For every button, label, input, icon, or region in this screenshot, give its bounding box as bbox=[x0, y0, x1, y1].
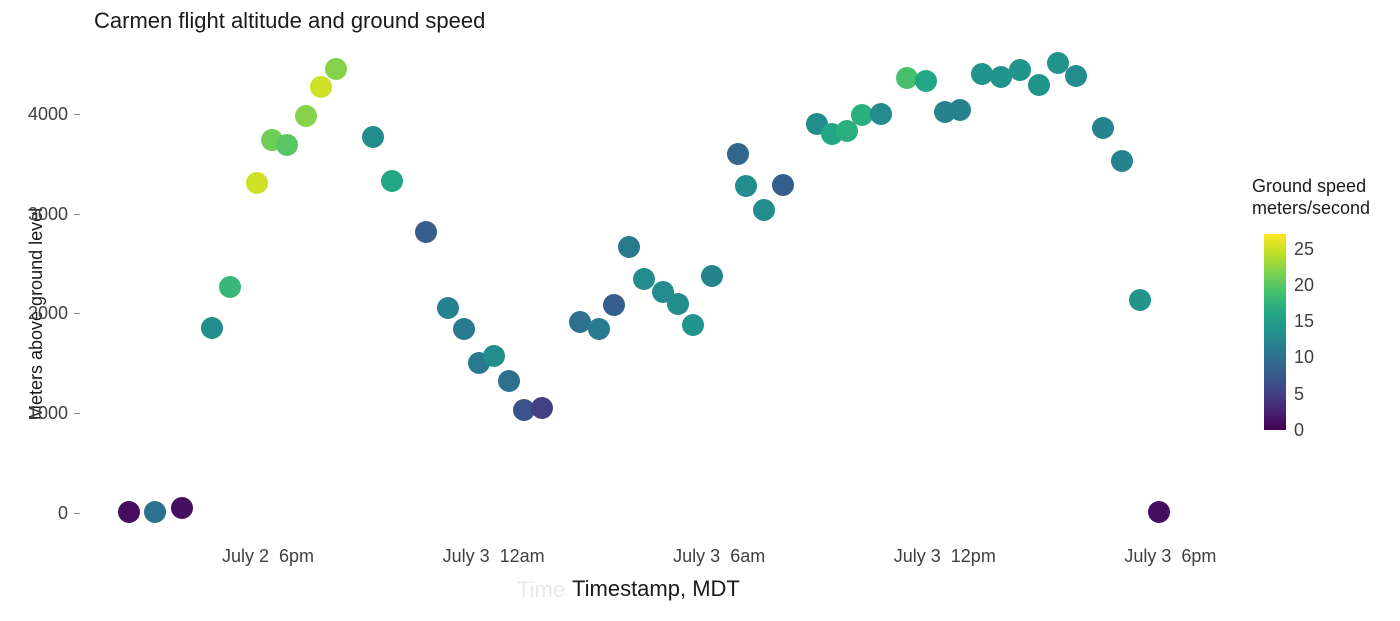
data-point bbox=[949, 99, 971, 121]
y-tick-mark bbox=[74, 413, 80, 414]
x-tick-label: July 3 12pm bbox=[894, 546, 996, 567]
y-tick-label: 3000 bbox=[28, 204, 68, 225]
legend-tick-label: 15 bbox=[1294, 311, 1314, 332]
x-axis-label: Timestamp, MDT bbox=[572, 576, 740, 602]
data-point bbox=[531, 397, 553, 419]
data-point bbox=[498, 370, 520, 392]
data-point bbox=[682, 314, 704, 336]
data-point bbox=[753, 199, 775, 221]
legend-tick-label: 25 bbox=[1294, 239, 1314, 260]
legend-tick-label: 10 bbox=[1294, 347, 1314, 368]
data-point bbox=[118, 501, 140, 523]
legend-tick-label: 5 bbox=[1294, 384, 1304, 405]
x-tick-label: July 3 6pm bbox=[1124, 546, 1216, 567]
data-point bbox=[588, 318, 610, 340]
data-point bbox=[1148, 501, 1170, 523]
data-point bbox=[144, 501, 166, 523]
x-axis-label-ghost: Time bbox=[517, 577, 565, 603]
data-point bbox=[415, 221, 437, 243]
data-point bbox=[219, 276, 241, 298]
x-tick-label: July 3 6am bbox=[673, 546, 765, 567]
data-point bbox=[618, 236, 640, 258]
legend-title-line: Ground speed bbox=[1252, 176, 1370, 198]
data-point bbox=[295, 105, 317, 127]
data-point bbox=[727, 143, 749, 165]
data-point bbox=[453, 318, 475, 340]
x-tick-label: July 2 6pm bbox=[222, 546, 314, 567]
data-point bbox=[1092, 117, 1114, 139]
data-point bbox=[276, 134, 298, 156]
data-point bbox=[1065, 65, 1087, 87]
data-point bbox=[1028, 74, 1050, 96]
legend-title: Ground speedmeters/second bbox=[1252, 176, 1370, 219]
plot-area bbox=[80, 44, 1208, 538]
chart-title: Carmen flight altitude and ground speed bbox=[94, 8, 485, 34]
data-point bbox=[915, 70, 937, 92]
data-point bbox=[437, 297, 459, 319]
y-tick-mark bbox=[74, 313, 80, 314]
data-point bbox=[201, 317, 223, 339]
data-point bbox=[735, 175, 757, 197]
y-tick-mark bbox=[74, 114, 80, 115]
data-point bbox=[1009, 59, 1031, 81]
data-point bbox=[310, 76, 332, 98]
y-tick-label: 4000 bbox=[28, 104, 68, 125]
data-point bbox=[483, 345, 505, 367]
data-point bbox=[171, 497, 193, 519]
chart-container: { "title": { "text": "Carmen flight alti… bbox=[0, 0, 1400, 621]
data-point bbox=[362, 126, 384, 148]
data-point bbox=[701, 265, 723, 287]
data-point bbox=[325, 58, 347, 80]
data-point bbox=[1129, 289, 1151, 311]
data-point bbox=[870, 103, 892, 125]
data-point bbox=[246, 172, 268, 194]
legend-title-line: meters/second bbox=[1252, 198, 1370, 220]
legend-tick-label: 20 bbox=[1294, 275, 1314, 296]
data-point bbox=[633, 268, 655, 290]
legend-colorbar bbox=[1264, 234, 1286, 430]
data-point bbox=[772, 174, 794, 196]
data-point bbox=[381, 170, 403, 192]
y-tick-label: 1000 bbox=[28, 403, 68, 424]
y-tick-mark bbox=[74, 513, 80, 514]
y-tick-label: 2000 bbox=[28, 303, 68, 324]
x-tick-label: July 3 12am bbox=[443, 546, 545, 567]
y-tick-label: 0 bbox=[58, 503, 68, 524]
data-point bbox=[603, 294, 625, 316]
legend-tick-label: 0 bbox=[1294, 420, 1304, 441]
y-tick-mark bbox=[74, 214, 80, 215]
data-point bbox=[1111, 150, 1133, 172]
data-point bbox=[667, 293, 689, 315]
